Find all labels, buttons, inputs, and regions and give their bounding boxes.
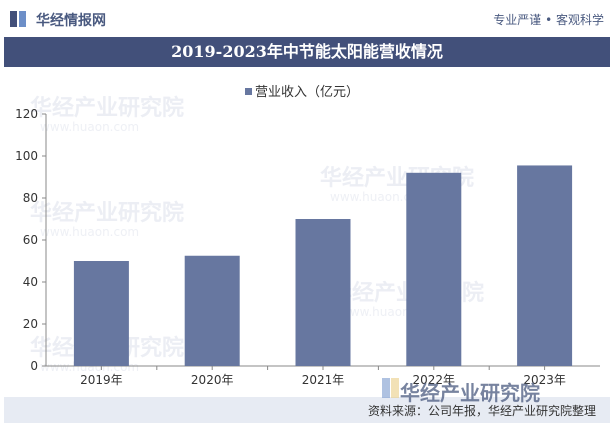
watermark-logo-icon-2 [391, 378, 399, 398]
y-tick-label: 40 [23, 275, 38, 289]
bar [517, 165, 573, 366]
bg-watermark-url: www.huaon.com [330, 190, 429, 204]
source-note: 资料来源：公司年报，华经产业研究院整理 [367, 404, 596, 418]
chart-title: 2019-2023年中节能太阳能营收情况 [171, 42, 443, 61]
x-tick-label: 2022年 [413, 373, 456, 387]
y-tick-label: 80 [23, 191, 38, 205]
x-tick-label: 2023年 [523, 373, 566, 387]
title-bar: 2019-2023年中节能太阳能营收情况 [4, 37, 610, 67]
bar [73, 261, 129, 366]
footer-bar: 资料来源：公司年报，华经产业研究院整理 [4, 397, 610, 423]
x-tick-label: 2019年 [80, 373, 123, 387]
bar [406, 172, 462, 366]
top-bar: 华经情报网 专业严谨 • 客观科学 [0, 0, 614, 36]
x-tick-label: 2021年 [302, 373, 345, 387]
y-tick-label: 0 [30, 359, 38, 373]
y-tick-label: 100 [15, 149, 38, 163]
bg-watermark: 华经产业研究院 [30, 200, 184, 226]
y-tick-label: 20 [23, 317, 38, 331]
bar [295, 219, 351, 366]
x-tick-label: 2020年 [191, 373, 234, 387]
bg-watermark-url: www.huaon.com [40, 225, 139, 239]
logo-text: 华经情报网 [36, 13, 106, 29]
legend-label: 营业收入（亿元） [255, 85, 359, 100]
watermark-text: 华经产业研究院 [400, 381, 540, 405]
bar [184, 255, 240, 366]
watermark-logo-icon [382, 378, 390, 398]
y-tick-label: 120 [15, 107, 38, 121]
huajing-logo-icon [10, 11, 26, 27]
y-tick-label: 60 [23, 233, 38, 247]
bg-watermark: 华经产业研究院 [30, 95, 184, 121]
tagline: 专业严谨 • 客观科学 [493, 13, 604, 27]
bg-watermark-url: www.huaon.com [40, 120, 139, 134]
legend-swatch [245, 88, 252, 95]
